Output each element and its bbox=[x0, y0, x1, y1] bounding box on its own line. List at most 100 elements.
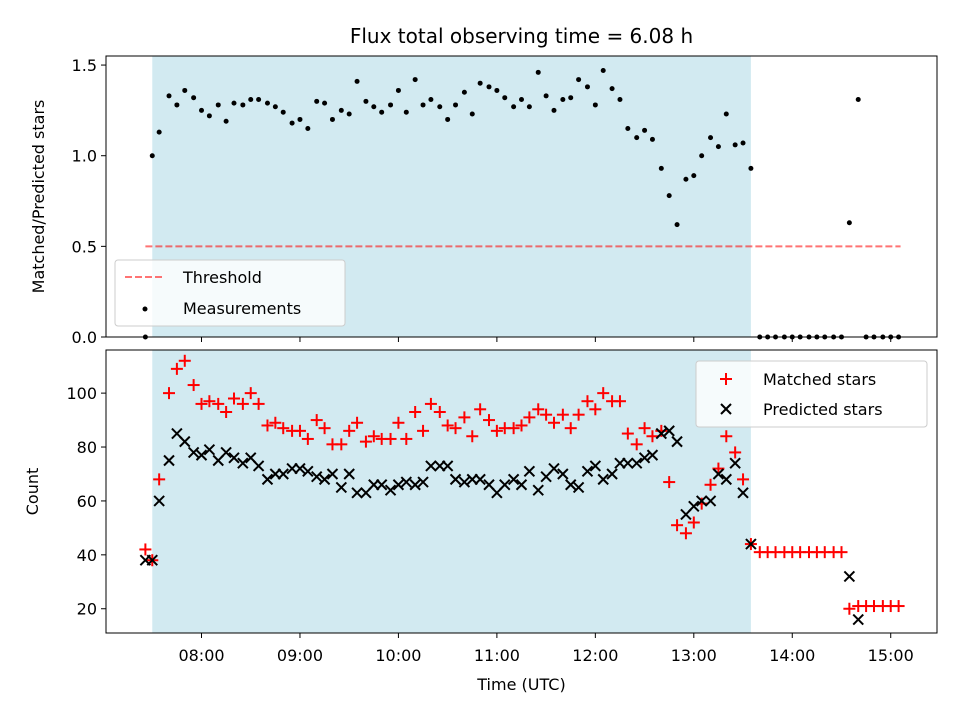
predicted-star-point bbox=[163, 454, 175, 467]
matched-star-point bbox=[351, 416, 364, 429]
predicted-star-point bbox=[441, 460, 454, 472]
predicted-star-point bbox=[523, 465, 536, 477]
measurement-point bbox=[363, 98, 369, 104]
y-tick-label: 1.0 bbox=[72, 147, 97, 166]
y-tick-label: 20 bbox=[77, 600, 97, 619]
matched-star-point bbox=[310, 414, 323, 427]
measurement-point bbox=[240, 102, 246, 108]
measurement-point bbox=[502, 95, 508, 101]
measurement-point bbox=[379, 109, 385, 115]
x-tick-label: 14:00 bbox=[769, 646, 815, 665]
measurement-point bbox=[526, 104, 532, 110]
matched-star-point bbox=[564, 422, 577, 435]
measurement-point bbox=[699, 153, 705, 159]
measurement-point bbox=[305, 126, 311, 132]
measurement-point bbox=[445, 116, 451, 122]
measurement-point bbox=[206, 113, 212, 119]
legend-predicted-swatch bbox=[720, 403, 732, 415]
matched-star-point bbox=[466, 430, 479, 443]
measurement-point bbox=[461, 89, 467, 95]
matched-star-point bbox=[261, 419, 274, 432]
matched-star-point bbox=[417, 424, 430, 437]
legend-matched-swatch bbox=[720, 373, 732, 385]
observing-window-shade bbox=[152, 350, 751, 633]
predicted-star-point bbox=[852, 613, 864, 626]
ratio-y-ticks: 0.0 0.5 1.0 1.5 bbox=[72, 56, 106, 347]
y-tick-label: 1.5 bbox=[72, 56, 97, 75]
measurement-point bbox=[182, 87, 188, 93]
measurement-point bbox=[329, 116, 335, 122]
predicted-star-point bbox=[425, 460, 437, 472]
predicted-star-point bbox=[261, 473, 274, 486]
matched-star-point bbox=[187, 379, 200, 392]
measurement-point bbox=[642, 127, 648, 133]
measurement-point bbox=[740, 140, 746, 146]
matched-star-point bbox=[227, 392, 240, 405]
measurement-point bbox=[634, 135, 640, 141]
predicted-star-point bbox=[302, 465, 314, 477]
measurement-point bbox=[166, 93, 172, 99]
predicted-star-point bbox=[606, 468, 618, 480]
measurement-point bbox=[191, 95, 197, 101]
y-tick-label: 60 bbox=[77, 492, 97, 511]
measurement-point bbox=[584, 84, 590, 90]
counts-legend-box bbox=[695, 360, 928, 428]
measurement-point bbox=[576, 77, 582, 83]
measurement-point bbox=[388, 102, 394, 108]
matched-star-point bbox=[737, 473, 750, 486]
matched-star-point bbox=[483, 414, 496, 427]
predicted-star-point bbox=[146, 554, 158, 566]
measurement-point bbox=[691, 173, 697, 179]
measurement-point bbox=[223, 118, 229, 124]
measurement-point bbox=[486, 84, 492, 90]
matched-star-point bbox=[277, 422, 290, 435]
matched-star-point bbox=[704, 478, 717, 491]
x-tick-label: 12:00 bbox=[572, 646, 618, 665]
matched-star-point bbox=[178, 354, 191, 367]
predicted-star-point bbox=[326, 468, 339, 480]
matched-star-point bbox=[424, 397, 437, 410]
measurement-point bbox=[256, 97, 262, 103]
matched-star-point bbox=[400, 432, 413, 445]
measurement-point bbox=[617, 97, 623, 103]
measurement-point bbox=[666, 193, 672, 199]
x-tick-label: 11:00 bbox=[474, 646, 520, 665]
matched-star-point bbox=[392, 416, 405, 429]
measurement-point bbox=[592, 102, 598, 108]
predicted-star-point bbox=[704, 495, 717, 507]
counts-panel-frame bbox=[105, 349, 938, 634]
matched-star-point bbox=[572, 408, 585, 421]
predicted-star-point bbox=[392, 479, 405, 491]
matched-star-point bbox=[212, 397, 225, 410]
measurement-point bbox=[535, 69, 541, 75]
matched-star-point bbox=[720, 430, 733, 443]
predicted-star-point bbox=[351, 487, 363, 499]
measurement-point bbox=[248, 97, 254, 103]
measurement-point bbox=[560, 97, 566, 103]
predicted-star-point bbox=[663, 425, 675, 437]
matched-star-point bbox=[621, 427, 634, 440]
measurement-point bbox=[511, 104, 517, 110]
matched-star-point bbox=[359, 435, 372, 448]
predicted-star-point bbox=[688, 500, 700, 513]
measurement-point bbox=[264, 100, 270, 106]
predicted-star-point bbox=[187, 446, 200, 459]
measurement-point bbox=[395, 87, 401, 93]
measurement-point bbox=[412, 77, 418, 83]
legend-matched-label: Matched stars bbox=[763, 370, 876, 389]
predicted-star-point bbox=[252, 460, 265, 472]
ratio-panel: 0.0 0.5 1.0 1.5 Matched/Predicted stars Thr… bbox=[29, 55, 938, 347]
counts-x-ticks: 08:00 09:00 10:00 11:00 12:00 13:00 14:00 15:00 bbox=[178, 633, 914, 665]
measurement-point bbox=[437, 104, 443, 110]
counts-y-axis-label: Count bbox=[23, 468, 42, 516]
matched-star-point bbox=[892, 600, 905, 613]
predicted-star-point bbox=[343, 468, 355, 480]
measurement-point bbox=[322, 100, 328, 106]
measurement-point bbox=[289, 120, 295, 126]
measurement-point bbox=[314, 98, 320, 104]
predicted-star-point bbox=[228, 452, 240, 464]
matched-star-point bbox=[646, 430, 659, 443]
matched-star-point bbox=[195, 397, 208, 410]
predicted-star-point bbox=[310, 470, 323, 483]
matched-star-point bbox=[301, 432, 314, 445]
